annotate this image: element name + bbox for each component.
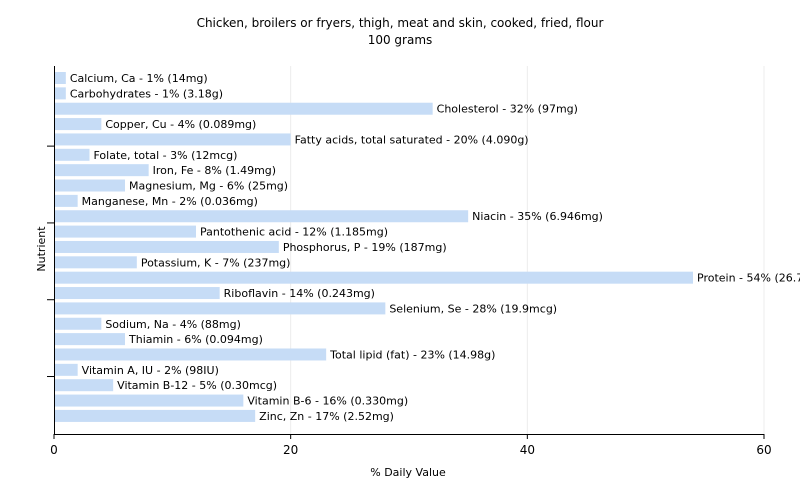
bar <box>55 102 433 115</box>
bar-label: Fatty acids, total saturated - 20% (4.09… <box>295 133 529 146</box>
x-tick-label: 40 <box>520 443 535 457</box>
bar-label: Manganese, Mn - 2% (0.036mg) <box>82 195 258 208</box>
bar <box>55 409 256 422</box>
chart-subtitle: 100 grams <box>367 33 433 47</box>
bar-label: Vitamin B-6 - 16% (0.330mg) <box>247 395 408 408</box>
bar <box>55 72 66 84</box>
x-axis-title: % Daily Value <box>370 466 446 479</box>
bar <box>55 348 327 361</box>
bar <box>55 133 291 146</box>
bar-label: Protein - 54% (26.75g) <box>697 272 800 285</box>
bars: Calcium, Ca - 1% (14mg) Carbohydrates - 1… <box>55 72 800 423</box>
bar <box>55 317 102 330</box>
gridlines <box>290 66 765 434</box>
x-tick-label: 0 <box>50 443 58 457</box>
bar-label: Vitamin A, IU - 2% (98IU) <box>82 364 219 377</box>
chart-title-block: Chicken, broilers or fryers, thigh, meat… <box>0 15 800 49</box>
bar-label: Folate, total - 3% (12mcg) <box>94 149 238 162</box>
bar-label: Phosphorus, P - 19% (187mg) <box>283 241 447 254</box>
bar-label: Sodium, Na - 4% (88mg) <box>105 318 241 331</box>
bar-label: Zinc, Zn - 17% (2.52mg) <box>259 410 394 423</box>
bar <box>55 210 469 223</box>
x-tick-label: 20 <box>283 443 298 457</box>
bar-label: Carbohydrates - 1% (3.18g) <box>70 87 223 100</box>
bar <box>55 271 693 284</box>
bar-label: Vitamin B-12 - 5% (0.30mcg) <box>117 379 277 392</box>
bar <box>55 394 244 407</box>
bar-label: Cholesterol - 32% (97mg) <box>437 103 578 116</box>
bar-label: Pantothenic acid - 12% (1.185mg) <box>200 226 388 239</box>
bar <box>55 164 149 177</box>
axes: 0 20 40 60 <box>47 66 772 457</box>
bar <box>55 87 66 100</box>
bar <box>55 333 125 346</box>
bar-label: Calcium, Ca - 1% (14mg) <box>70 72 208 85</box>
bar <box>55 148 90 161</box>
bar <box>55 379 114 392</box>
bar-label: Total lipid (fat) - 23% (14.98g) <box>329 348 495 361</box>
bar <box>55 363 78 376</box>
bar <box>55 256 137 269</box>
bar-label: Riboflavin - 14% (0.243mg) <box>224 287 375 300</box>
bar <box>55 194 78 207</box>
bar <box>55 179 125 192</box>
bar-label: Niacin - 35% (6.946mg) <box>472 210 603 223</box>
bar <box>55 118 102 131</box>
bar-label: Potassium, K - 7% (237mg) <box>141 256 291 269</box>
bar-label: Copper, Cu - 4% (0.089mg) <box>105 118 256 131</box>
bar-label: Selenium, Se - 28% (19.9mcg) <box>389 302 557 315</box>
y-axis-title: Nutrient <box>35 226 48 272</box>
x-tick-label: 60 <box>756 443 771 457</box>
bar <box>55 225 196 238</box>
bar-label: Magnesium, Mg - 6% (25mg) <box>129 180 288 193</box>
bar <box>55 287 220 300</box>
bar <box>55 240 279 253</box>
bar <box>55 302 386 315</box>
chart-title: Chicken, broilers or fryers, thigh, meat… <box>196 16 604 30</box>
bar-label: Iron, Fe - 8% (1.49mg) <box>153 164 276 177</box>
bar-label: Thiamin - 6% (0.094mg) <box>128 333 263 346</box>
